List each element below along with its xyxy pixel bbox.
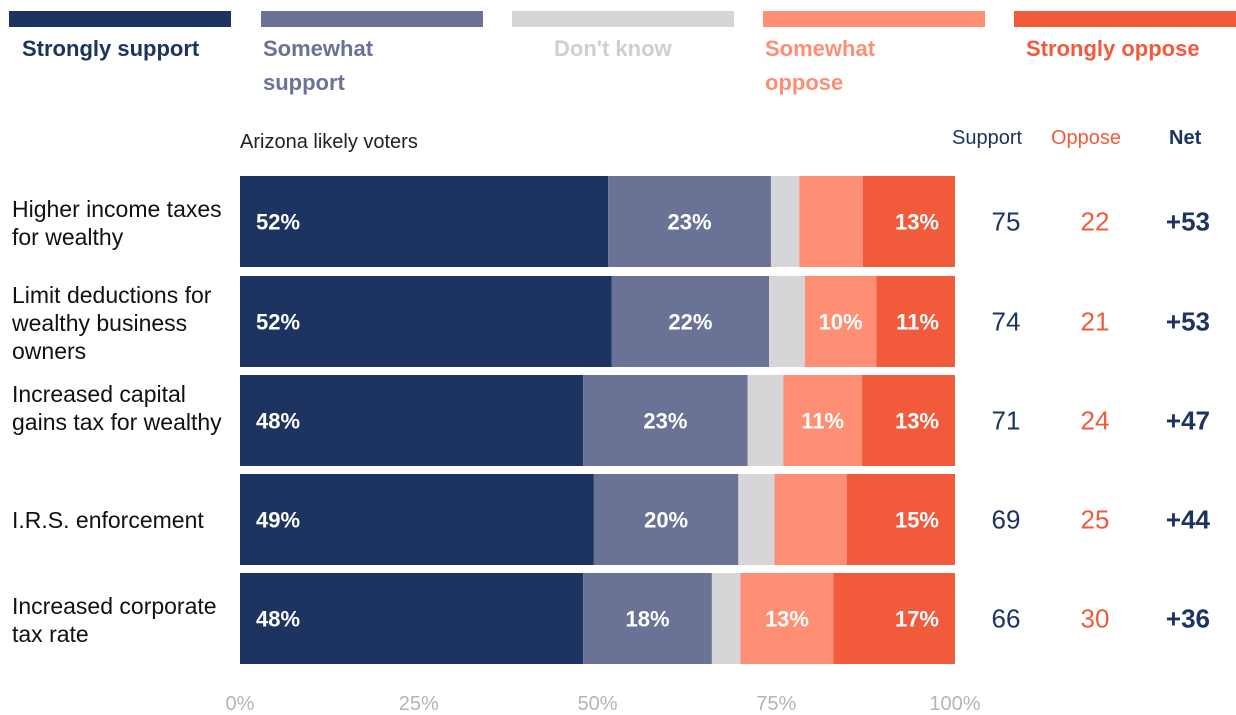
data-label: 13% bbox=[895, 409, 939, 434]
bar-segment bbox=[611, 276, 770, 367]
net-value: +44 bbox=[1166, 505, 1211, 535]
legend-item-somewhat-oppose: Somewhat oppose bbox=[763, 11, 985, 100]
data-label: 48% bbox=[256, 607, 300, 632]
net-value: +47 bbox=[1166, 406, 1210, 436]
legend-swatch bbox=[1014, 11, 1236, 27]
data-label: 11% bbox=[801, 409, 844, 434]
oppose-value: 25 bbox=[1081, 505, 1110, 535]
x-tick-label: 50% bbox=[577, 693, 617, 715]
bar-segment bbox=[833, 573, 955, 664]
legend-item-strongly-oppose: Strongly oppose bbox=[1014, 11, 1236, 66]
data-label: 20% bbox=[644, 508, 688, 533]
legend-swatch bbox=[512, 11, 734, 27]
bar-segment bbox=[240, 176, 609, 267]
bar-segment bbox=[876, 276, 955, 367]
legend-label: Somewhat support bbox=[263, 36, 374, 95]
legend-swatch bbox=[763, 11, 985, 27]
legend: Strongly support Somewhat support Don't … bbox=[0, 0, 1236, 110]
bar-segment bbox=[783, 375, 863, 466]
net-value: +53 bbox=[1166, 207, 1210, 237]
support-value: 75 bbox=[992, 207, 1021, 237]
legend-item-somewhat-support: Somewhat support bbox=[261, 11, 483, 100]
bar-segment bbox=[240, 375, 584, 466]
bar-segment bbox=[240, 276, 612, 367]
bar-segment bbox=[774, 474, 847, 565]
x-tick-label: 0% bbox=[226, 693, 255, 715]
row-label: I.R.S. enforcement bbox=[12, 507, 204, 533]
oppose-value: 30 bbox=[1081, 604, 1110, 634]
oppose-value: 22 bbox=[1081, 207, 1110, 237]
support-value: 69 bbox=[992, 505, 1021, 535]
legend-swatch bbox=[9, 11, 231, 27]
bar-segment bbox=[583, 375, 748, 466]
bar-segment bbox=[769, 276, 805, 367]
x-tick-label: 75% bbox=[756, 693, 796, 715]
row-label: Increased capital gains tax for wealthy bbox=[12, 381, 222, 435]
support-column-header: Support bbox=[952, 127, 1023, 149]
data-label: 23% bbox=[668, 210, 712, 235]
bar-segment bbox=[747, 375, 784, 466]
data-label: 52% bbox=[256, 210, 300, 235]
row-label: Increased corporate tax rate bbox=[12, 593, 217, 647]
oppose-column-header: Oppose bbox=[1051, 127, 1122, 149]
bar-segment bbox=[770, 176, 800, 267]
data-label: 18% bbox=[626, 607, 670, 632]
legend-item-strongly-support: Strongly support bbox=[0, 11, 231, 66]
legend-item-dont-know: Don't know bbox=[512, 11, 734, 66]
bar-segment bbox=[740, 573, 834, 664]
bar-segment bbox=[799, 176, 863, 267]
legend-swatch bbox=[261, 11, 483, 27]
legend-label: Strongly support bbox=[22, 36, 200, 61]
support-value: 74 bbox=[992, 307, 1021, 337]
bar-segment bbox=[846, 474, 955, 565]
bar-segment bbox=[862, 375, 955, 466]
data-label: 13% bbox=[895, 210, 939, 235]
row-label: Higher income taxes for wealthy bbox=[12, 196, 222, 250]
legend-label: Strongly oppose bbox=[1026, 36, 1200, 61]
bar-segment bbox=[240, 474, 594, 565]
data-label: 49% bbox=[256, 508, 300, 533]
row-label: Limit deductions for wealthy business ow… bbox=[12, 282, 212, 364]
bar-segment bbox=[608, 176, 771, 267]
x-tick-label: 25% bbox=[399, 693, 439, 715]
data-label: 15% bbox=[895, 508, 939, 533]
net-value: +36 bbox=[1166, 604, 1210, 634]
data-label: 10% bbox=[819, 310, 863, 335]
net-column-header: Net bbox=[1169, 127, 1202, 149]
bar-segment bbox=[738, 474, 775, 565]
bar-segment bbox=[593, 474, 739, 565]
legend-label: Somewhat oppose bbox=[765, 36, 876, 95]
bar-segment bbox=[804, 276, 877, 367]
data-label: 13% bbox=[765, 607, 809, 632]
oppose-value: 24 bbox=[1081, 406, 1110, 436]
data-label: 22% bbox=[668, 310, 712, 335]
bar-segment bbox=[240, 573, 584, 664]
data-label: 17% bbox=[895, 607, 939, 632]
data-label: 52% bbox=[256, 310, 300, 335]
oppose-value: 21 bbox=[1081, 307, 1110, 337]
bar-segment bbox=[862, 176, 955, 267]
legend-label: Don't know bbox=[554, 36, 672, 61]
data-label: 48% bbox=[256, 409, 300, 434]
bar-segment bbox=[583, 573, 712, 664]
net-value: +53 bbox=[1166, 307, 1210, 337]
x-tick-label: 100% bbox=[929, 693, 980, 715]
bar-segment bbox=[711, 573, 741, 664]
support-value: 66 bbox=[992, 604, 1021, 634]
data-label: 11% bbox=[896, 310, 939, 335]
chart-subtitle: Arizona likely voters bbox=[240, 131, 418, 153]
support-value: 71 bbox=[992, 406, 1021, 436]
data-label: 23% bbox=[643, 409, 687, 434]
